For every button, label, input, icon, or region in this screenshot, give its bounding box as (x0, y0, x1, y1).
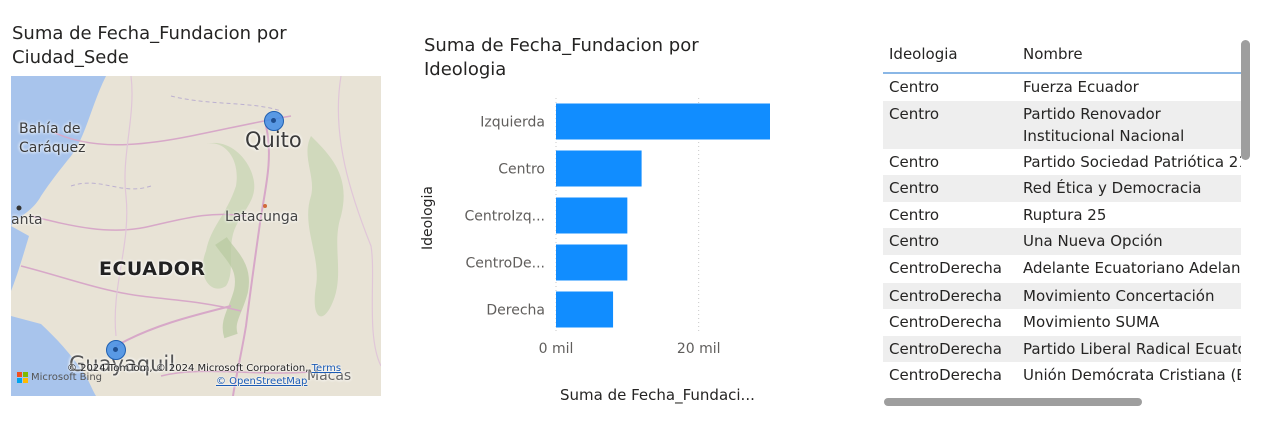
map-label-macas: Macas (307, 368, 352, 384)
table-row[interactable]: Centro Partido Renovador Institucional Na… (883, 100, 1241, 149)
table-horizontal-scrollbar[interactable] (884, 398, 1142, 406)
table-row[interactable]: CentroDerecha Unión Demócrata Cristiana (… (883, 362, 1241, 389)
cell-nombre: Una Nueva Opción (1023, 232, 1163, 250)
map-label-manta: anta (11, 212, 43, 228)
cell-ideologia: Centro (889, 232, 940, 250)
map-bubble-guayaquil[interactable] (106, 340, 126, 360)
cell-ideologia: Centro (889, 104, 940, 123)
table-row[interactable]: CentroDerecha Partido Liberal Radical Ecu… (883, 335, 1241, 362)
cell-ideologia: CentroDerecha (889, 286, 1002, 305)
table-row[interactable]: Centro Una Nueva Opción (883, 228, 1241, 255)
map-attribution-text: © 2024 TomTom, © 2024 Microsoft Corporat… (67, 363, 309, 374)
cell-nombre: Ruptura 25 (1023, 205, 1107, 224)
y-tick-label: Centro (498, 162, 545, 178)
bar-centro[interactable] (556, 150, 642, 187)
map-terms-link[interactable]: Terms (311, 363, 342, 374)
y-tick-label: Derecha (486, 303, 545, 319)
map-background (11, 76, 381, 396)
map-osm-link[interactable]: © OpenStreetMap (216, 376, 308, 387)
y-tick-label: CentroIzq... (465, 209, 545, 225)
map-title: Suma de Fecha_Fundacion por Ciudad_Sede (12, 23, 287, 68)
bar-y-axis-title: Ideologia (420, 185, 436, 251)
bar-derecha[interactable] (556, 291, 614, 328)
cell-ideologia: Centro (889, 78, 940, 96)
cell-nombre: Partido Renovador Institucional Nacional (1023, 104, 1185, 145)
map-label-country: ECUADOR (99, 258, 206, 280)
column-header-ideologia[interactable]: Ideologia (889, 45, 958, 63)
bar-centrode[interactable] (556, 244, 628, 281)
cell-nombre: Fuerza Ecuador (1023, 78, 1139, 96)
table-row[interactable]: CentroDerecha Movimiento Concertación (883, 282, 1241, 309)
table-vertical-scrollbar[interactable] (1241, 40, 1250, 160)
y-tick-label: Izquierda (480, 115, 545, 131)
map-attribution: © 2024 TomTom, © 2024 Microsoft Corporat… (67, 363, 341, 374)
cell-nombre: Unión Demócrata Cristiana (E (1023, 366, 1241, 384)
map-label-bahia: Bahía de Caráquez (19, 121, 86, 156)
cell-nombre: Partido Liberal Radical Ecuatoriano (1023, 339, 1241, 358)
cell-nombre: Adelante Ecuatoriano Adelante (1023, 258, 1241, 277)
table-row[interactable]: Centro Ruptura 25 (883, 202, 1241, 229)
cell-nombre: Movimiento Concertación (1023, 286, 1215, 305)
x-tick-label: 0 mil (539, 341, 574, 357)
cell-ideologia: CentroDerecha (889, 366, 1002, 384)
table-row[interactable]: Centro Fuerza Ecuador (883, 74, 1241, 101)
column-header-nombre[interactable]: Nombre (1023, 45, 1083, 63)
x-tick-label: 20 mil (677, 341, 721, 357)
map-bubble-quito[interactable] (264, 111, 284, 131)
bar-izquierda[interactable] (556, 103, 770, 140)
map-label-latacunga: Latacunga (225, 209, 299, 225)
table-body: Centro Fuerza Ecuador Centro Partido Renova… (883, 74, 1241, 389)
cell-ideologia: CentroDerecha (889, 313, 1002, 331)
microsoft-logo-icon (17, 372, 28, 383)
table-row[interactable]: CentroDerecha Adelante Ecuatoriano Adelan… (883, 255, 1241, 283)
data-table[interactable]: Ideologia Nombre Centro Fuerza Ecuador Cen… (883, 36, 1241, 396)
cell-ideologia: CentroDerecha (889, 339, 1002, 358)
table-row[interactable]: Centro Red Ética y Democracia (883, 175, 1241, 202)
bar-centroizq[interactable] (556, 197, 628, 234)
cell-nombre: Red Ética y Democracia (1023, 179, 1202, 197)
bing-label: Microsoft Bing (31, 372, 103, 383)
cell-nombre: Movimiento SUMA (1023, 313, 1160, 331)
cell-ideologia: CentroDerecha (889, 258, 1002, 277)
bar-chart[interactable]: 0 mil 20 mil Izquierda Centro CentroIzq... Ce… (440, 92, 820, 392)
cell-ideologia: Centro (889, 152, 940, 171)
map-canvas[interactable]: Bahía de Caráquez Quito Latacunga anta E… (11, 76, 381, 396)
bar-chart-title: Suma de Fecha_Fundacion por Ideologia (424, 35, 699, 80)
cell-ideologia: Centro (889, 205, 940, 224)
table-header: Ideologia Nombre (883, 36, 1241, 74)
bar-x-axis-title: Suma de Fecha_Fundaci... (560, 386, 755, 404)
map-label-quito: Quito (245, 128, 302, 152)
table-row[interactable]: Centro Partido Sociedad Patriótica 21 (883, 149, 1241, 176)
table-row[interactable]: CentroDerecha Movimiento SUMA (883, 309, 1241, 336)
cell-nombre: Partido Sociedad Patriótica 21 (1023, 152, 1241, 171)
cell-ideologia: Centro (889, 179, 940, 197)
y-tick-label: CentroDe... (465, 256, 545, 272)
bing-logo: Microsoft Bing (17, 372, 102, 383)
